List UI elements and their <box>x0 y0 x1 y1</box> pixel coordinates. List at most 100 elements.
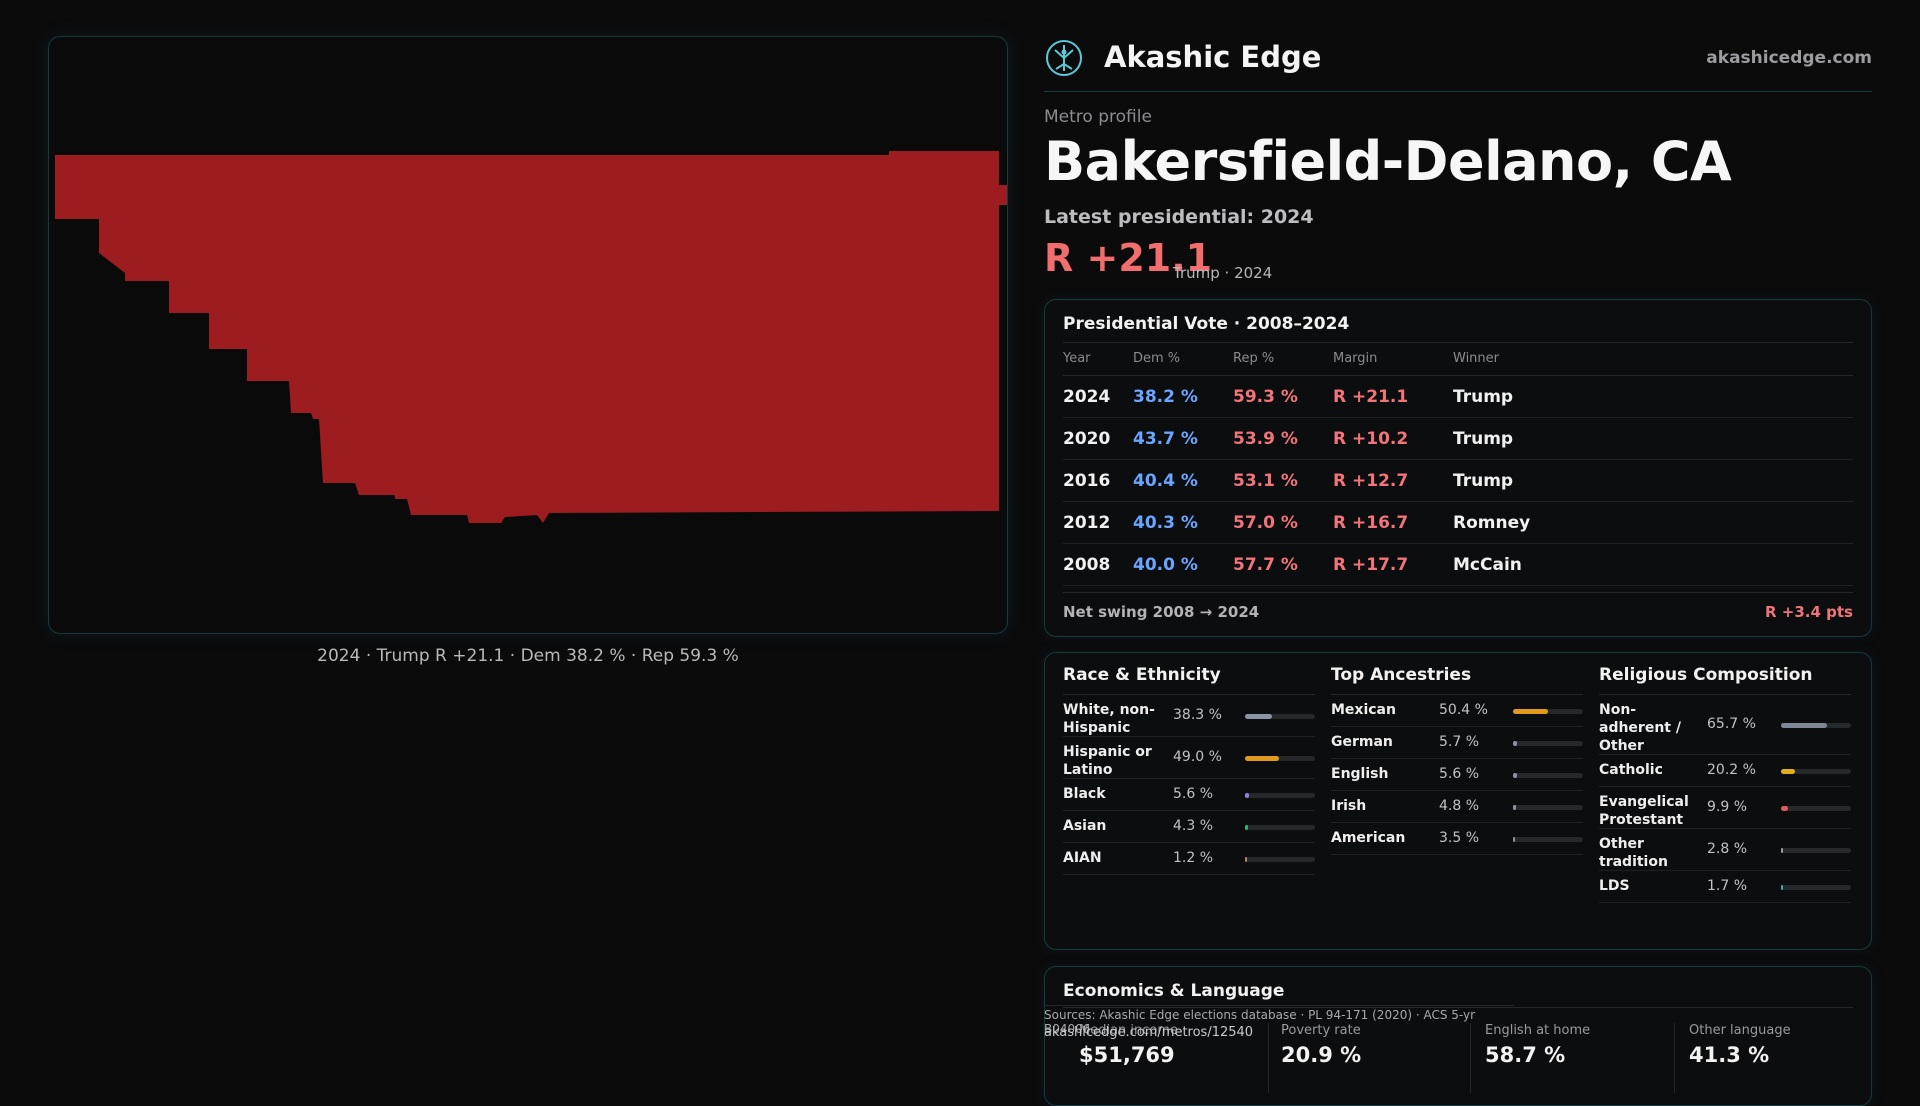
percent-bar-fill <box>1513 740 1517 746</box>
item-label: Black <box>1063 786 1106 802</box>
percent-bar-fill <box>1245 792 1249 798</box>
cell-margin: R +16.7 <box>1333 513 1409 533</box>
percent-bar-fill <box>1781 884 1783 890</box>
list-item: LDS 1.7 % <box>1599 871 1851 903</box>
religion-title: Religious Composition <box>1599 665 1851 695</box>
item-label: Non-adherent / Other <box>1599 702 1681 754</box>
brand-header: Akashic Edge akashicedge.com <box>1044 36 1872 92</box>
demographics-panel: Race & Ethnicity White, non-Hispanic 38.3… <box>1044 652 1872 950</box>
econ-label: Median income <box>1079 1023 1179 1038</box>
item-percent: 49.0 % <box>1173 749 1222 765</box>
net-swing-label: Net swing 2008 → 2024 <box>1063 603 1260 621</box>
cell-winner: Trump <box>1453 471 1514 491</box>
item-percent: 1.2 % <box>1173 850 1214 866</box>
cell-rep: 53.9 % <box>1233 429 1298 449</box>
cell-margin: R +12.7 <box>1333 471 1409 491</box>
column-header-margin: Margin <box>1333 351 1378 366</box>
list-item: Black 5.6 % <box>1063 779 1315 811</box>
list-item: AIAN 1.2 % <box>1063 843 1315 875</box>
cell-margin: R +21.1 <box>1333 387 1409 407</box>
item-label: Other tradition <box>1599 836 1668 870</box>
permalink[interactable]: akashicedge.com/metros/12540 <box>1044 1025 1254 1040</box>
percent-bar-fill <box>1245 755 1280 761</box>
metro-shape[interactable] <box>55 151 1007 523</box>
econ-value: $51,769 <box>1079 1043 1175 1067</box>
cell-dem: 43.7 % <box>1133 429 1198 449</box>
item-percent: 38.3 % <box>1173 707 1222 723</box>
item-percent: 2.8 % <box>1707 841 1748 857</box>
cell-rep: 59.3 % <box>1233 387 1298 407</box>
list-item: Asian 4.3 % <box>1063 811 1315 843</box>
item-label: English <box>1331 766 1389 782</box>
percent-bar-fill <box>1513 804 1517 810</box>
eyebrow-label: Metro profile <box>1044 107 1152 127</box>
percent-bar-fill <box>1513 836 1516 842</box>
table-row: 2024 38.2 % 59.3 % R +21.1 Trump <box>1063 376 1853 418</box>
column-header-year: Year <box>1063 351 1091 366</box>
item-percent: 4.8 % <box>1439 798 1480 814</box>
percent-bar <box>1513 804 1583 810</box>
cell-year: 2012 <box>1063 513 1111 533</box>
cell-rep: 53.1 % <box>1233 471 1298 491</box>
econ-value: 20.9 % <box>1281 1043 1362 1067</box>
item-label: Catholic <box>1599 762 1663 778</box>
latest-presidential-label: Latest presidential: 2024 <box>1044 206 1314 228</box>
item-label: Mexican <box>1331 702 1396 718</box>
percent-bar <box>1245 755 1315 761</box>
list-item: Mexican 50.4 % <box>1331 695 1583 727</box>
cell-year: 2020 <box>1063 429 1111 449</box>
presidential-vote-title: Presidential Vote · 2008–2024 <box>1063 314 1350 334</box>
percent-bar-fill <box>1781 722 1827 728</box>
list-item: Catholic 20.2 % <box>1599 755 1851 787</box>
item-percent: 5.7 % <box>1439 734 1480 750</box>
cell-dem: 40.4 % <box>1133 471 1198 491</box>
presidential-vote-panel: Presidential Vote · 2008–2024 Year Dem %… <box>1044 299 1872 637</box>
column-header-rep: Rep % <box>1233 351 1275 366</box>
item-label: White, non-Hispanic <box>1063 702 1155 736</box>
percent-bar <box>1513 836 1583 842</box>
percent-bar-fill <box>1781 847 1783 853</box>
percent-bar-fill <box>1245 824 1248 830</box>
cell-winner: Romney <box>1453 513 1531 533</box>
percent-bar <box>1245 792 1315 798</box>
list-item: Other tradition 2.8 % <box>1599 829 1851 871</box>
metro-map <box>55 151 1007 523</box>
econ-value: 58.7 % <box>1485 1043 1566 1067</box>
item-label: Irish <box>1331 798 1367 814</box>
table-row: 2020 43.7 % 53.9 % R +10.2 Trump <box>1063 418 1853 460</box>
econ-cell-english-at-home: English at home 58.7 % <box>1485 1023 1675 1093</box>
item-percent: 20.2 % <box>1707 762 1756 778</box>
tree-of-life-icon <box>1046 40 1082 76</box>
list-item: Irish 4.8 % <box>1331 791 1583 823</box>
item-percent: 1.7 % <box>1707 878 1748 894</box>
cell-year: 2024 <box>1063 387 1111 407</box>
percent-bar <box>1513 708 1583 714</box>
sources-note: Sources: Akashic Edge elections database… <box>1044 1005 1514 1036</box>
percent-bar <box>1513 740 1583 746</box>
column-header-dem: Dem % <box>1133 351 1181 366</box>
brand-url-link[interactable]: akashicedge.com <box>1706 48 1872 68</box>
cell-rep: 57.0 % <box>1233 513 1298 533</box>
latest-margin-subtitle: Trump · 2024 <box>1173 264 1273 282</box>
percent-bar <box>1781 805 1851 811</box>
item-label: AIAN <box>1063 850 1102 866</box>
item-label: American <box>1331 830 1406 846</box>
religion-section: Religious Composition Non-adherent / Oth… <box>1599 665 1851 903</box>
ancestries-section: Top Ancestries Mexican 50.4 % German 5.7 % E… <box>1331 665 1583 855</box>
item-label: Asian <box>1063 818 1107 834</box>
item-percent: 9.9 % <box>1707 799 1748 815</box>
net-swing-row: Net swing 2008 → 2024 R +3.4 pts <box>1063 592 1853 630</box>
item-label: LDS <box>1599 878 1630 894</box>
item-label: Hispanic or Latino <box>1063 744 1152 778</box>
list-item: White, non-Hispanic 38.3 % <box>1063 695 1315 737</box>
list-item: American 3.5 % <box>1331 823 1583 855</box>
econ-cell-other-language: Other language 41.3 % <box>1689 1023 1879 1093</box>
item-percent: 5.6 % <box>1439 766 1480 782</box>
percent-bar <box>1781 884 1851 890</box>
table-header: Year Dem % Rep % Margin Winner <box>1063 342 1853 376</box>
item-label: Evangelical Protestant <box>1599 794 1689 828</box>
page-title: Bakersfield-Delano, CA <box>1044 130 1732 193</box>
cell-margin: R +10.2 <box>1333 429 1409 449</box>
percent-bar-fill <box>1781 768 1796 774</box>
table-row: 2016 40.4 % 53.1 % R +12.7 Trump <box>1063 460 1853 502</box>
